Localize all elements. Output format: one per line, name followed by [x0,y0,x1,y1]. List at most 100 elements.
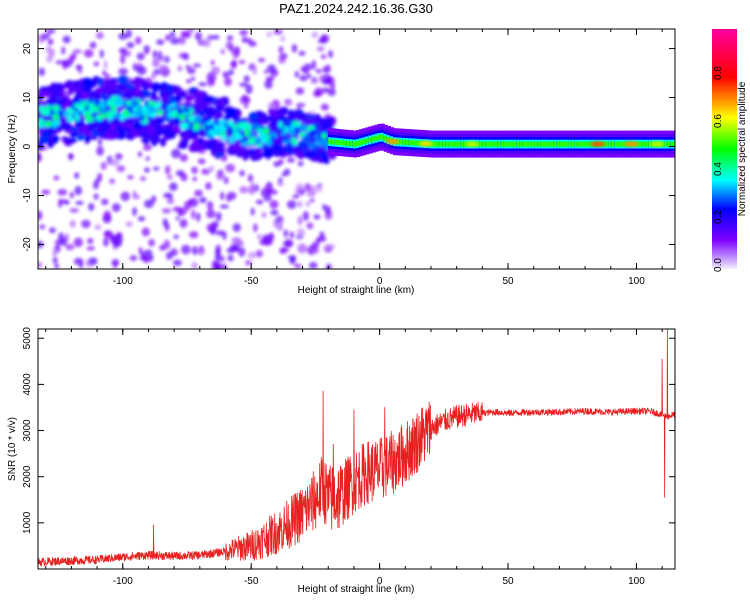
spectrogram-noise [166,198,175,205]
spectrogram-core [58,110,64,118]
spectrogram-noise [190,76,196,81]
spectrogram-cloud [248,111,259,122]
spectrogram-noise [39,224,46,230]
snr-ytick-label: 3000 [22,419,33,442]
spectrogram-noise [321,79,331,85]
spectrogram-core [87,96,94,104]
colorbar-ticks: 0.0 0.2 0.4 0.6 0.8 [713,66,724,272]
spectrogram-core [246,140,256,145]
colorbar-tick-label: 0.0 [713,258,724,272]
spectrogram-band-cell [577,141,583,147]
spectrogram-core [110,95,117,101]
spectrogram-noise [142,255,151,264]
spectrogram-noise [266,64,277,73]
spectrogram-band-cell [399,139,404,145]
spectrogram-band-cell [494,141,499,147]
spectrogram-noise [38,153,42,163]
spectrogram-band-cell [457,141,462,147]
spectrogram-band-cell [547,141,552,147]
spectrogram-band-cell [559,141,564,147]
spectrogram-noise [278,158,284,165]
spectrogram-noise [155,39,165,45]
spectrogram-band-cell [614,141,620,147]
spectrogram-noise [327,87,336,97]
spectrogram-band-cell [608,141,613,147]
spectrogram-noise [92,181,100,190]
spectrogram-cloud [165,131,177,140]
spectrogram-band-cell [562,141,567,147]
spectrogram-noise [180,30,191,37]
spectrogram-cloud [52,134,59,144]
spectrogram-noise [303,63,313,71]
spectrogram-cloud [159,137,167,147]
spectrogram-noise [143,167,150,173]
spectrogram-noise [38,67,46,77]
spectrogram-noise [206,201,214,211]
spectrogram-noise [169,182,178,191]
spectrogram-noise [320,54,327,60]
spectrogram-noise [278,56,286,64]
spectrogram-band-cell [343,140,348,146]
spectrogram-core [219,124,227,133]
spectrogram-noise [306,245,317,256]
spectrogram-core [316,129,321,138]
spectrogram-noise [297,215,303,226]
spectrogram-noise [148,254,154,262]
spectrogram-cloud [188,134,195,140]
spectrogram-cloud [194,93,201,100]
spectrogram-core [307,125,316,131]
spectrogram-core [129,113,136,118]
spectrogram-noise [196,247,206,256]
spectrogram-band-cell [383,135,388,141]
snr-ytick-label: 4000 [22,373,33,396]
spectrogram-noise [315,237,321,244]
spectrogram-noise [263,184,274,194]
spectrogram-noise [89,41,97,49]
spectrogram-band-cell [448,141,453,147]
spectrogram-core [294,122,301,128]
spectrogram-core [113,114,120,119]
spectrogram-noise [201,168,211,175]
spectrogram-core [119,113,125,121]
spectrogram-core [180,122,189,130]
snr-y-label: SNR (10 * v/v) [7,417,18,481]
spectrogram-cloud [155,123,163,128]
spectrogram-noise [194,31,202,41]
spectrogram-core [299,132,304,138]
spectrogram-noise [172,206,183,213]
spectrogram-noise [222,71,230,78]
spectrogram-noise [114,241,122,248]
spectrogram-noise [120,54,126,65]
spectrogram-cloud [179,140,188,150]
spectrogram-core [63,111,70,117]
spectrogram-core [51,104,59,111]
spectrogram-band-cell [491,141,496,147]
spectrogram-cloud [84,133,91,144]
spectrogram-band-cell [565,141,570,147]
spectrogram-noise [62,35,71,44]
spectrogram-noise [239,169,245,177]
spectrogram-noise [286,157,295,163]
spectrogram-noise [46,29,52,37]
spectrogram-noise [69,208,79,213]
spectrogram-noise [152,166,160,171]
spectrogram-noise [283,229,289,238]
spectrogram-x-ticks: -100 -50 0 50 100 [45,29,663,287]
spectrogram-cloud [132,76,144,87]
spectrogram-core [309,136,315,141]
spectrogram-band-cell [500,141,506,147]
spectrogram-noise [278,46,284,54]
spectrogram-noise [278,221,283,230]
spectrogram-noise [172,259,183,267]
spectrogram-core [171,109,178,118]
spectrogram-core [38,117,44,126]
spectrogram-cloud [212,144,219,154]
spectrogram-core [100,113,110,118]
spectrogram-noise [266,31,273,38]
spectrogram-band-cell [340,140,345,146]
spectrogram-band-cell [371,136,376,142]
spectrogram-noise [226,195,232,202]
spectrogram-noise [151,71,156,80]
spectrogram-cloud [203,96,215,102]
spectrogram-cloud [144,133,152,140]
